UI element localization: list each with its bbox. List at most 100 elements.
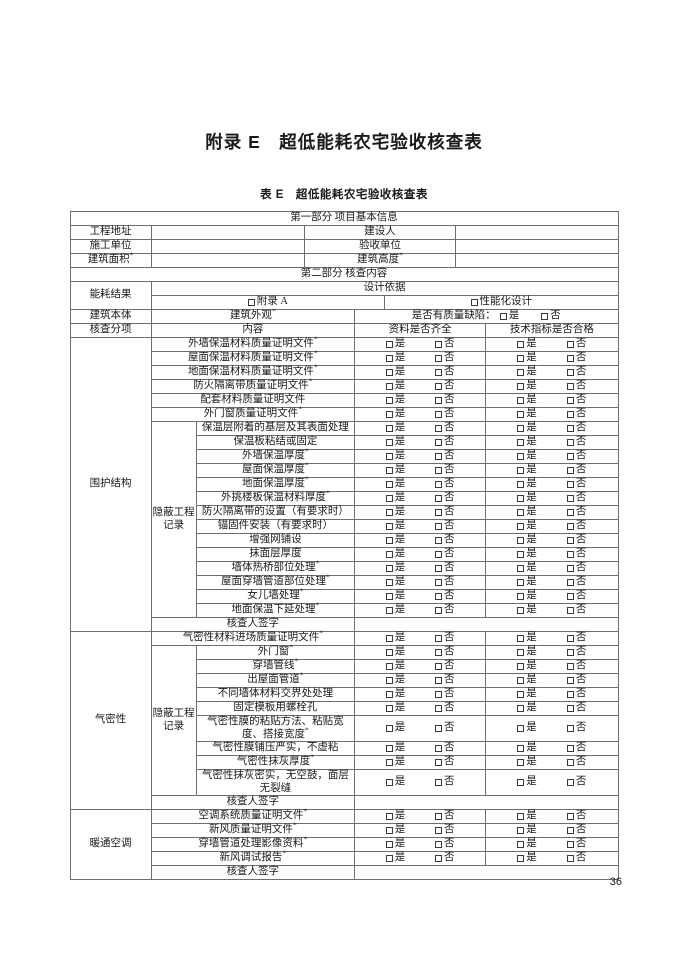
- checkbox-no[interactable]: 否: [566, 534, 586, 547]
- checkbox-no[interactable]: 否: [566, 394, 586, 407]
- checkbox-yes[interactable]: 是: [517, 646, 537, 659]
- checkbox-no[interactable]: 否: [434, 380, 454, 393]
- checkbox-yes[interactable]: 是: [385, 810, 405, 823]
- checkbox-no[interactable]: 否: [566, 548, 586, 561]
- checkbox-no[interactable]: 否: [434, 366, 454, 379]
- checkbox-yes[interactable]: 是: [385, 492, 405, 505]
- checkbox-yes[interactable]: 是: [385, 408, 405, 421]
- checkbox-no[interactable]: 否: [434, 436, 454, 449]
- checkbox-yes[interactable]: 是: [385, 838, 405, 851]
- checkbox-yes[interactable]: 是: [517, 394, 537, 407]
- checkbox-no[interactable]: 否: [434, 492, 454, 505]
- checkbox-no[interactable]: 否: [566, 702, 586, 715]
- checkbox-no[interactable]: 否: [566, 366, 586, 379]
- checkbox-yes[interactable]: 是: [517, 562, 537, 575]
- checkbox-yes[interactable]: 是: [385, 478, 405, 491]
- checkbox-no[interactable]: 否: [434, 548, 454, 561]
- checkbox-no[interactable]: 否: [566, 436, 586, 449]
- checkbox-yes[interactable]: 是: [517, 450, 537, 463]
- checkbox-no[interactable]: 否: [566, 838, 586, 851]
- checkbox-yes[interactable]: 是: [499, 310, 519, 323]
- checkbox-yes[interactable]: 是: [517, 492, 537, 505]
- checkbox-no[interactable]: 否: [566, 722, 586, 735]
- checkbox-no[interactable]: 否: [434, 534, 454, 547]
- checkbox-yes[interactable]: 是: [517, 366, 537, 379]
- checkbox-yes[interactable]: 是: [517, 478, 537, 491]
- checkbox-no[interactable]: 否: [434, 632, 454, 645]
- checkbox-no[interactable]: 否: [566, 590, 586, 603]
- checkbox-no[interactable]: 否: [434, 688, 454, 701]
- checkbox-yes[interactable]: 是: [517, 590, 537, 603]
- checkbox-no[interactable]: 否: [434, 450, 454, 463]
- checkbox-no[interactable]: 否: [566, 422, 586, 435]
- checkbox-yes[interactable]: 是: [517, 810, 537, 823]
- checkbox-performance-design[interactable]: 性能化设计: [470, 296, 532, 309]
- checkbox-yes[interactable]: 是: [385, 394, 405, 407]
- checkbox-yes[interactable]: 是: [385, 660, 405, 673]
- checkbox-yes[interactable]: 是: [385, 632, 405, 645]
- checkbox-no[interactable]: 否: [434, 742, 454, 755]
- checkbox-yes[interactable]: 是: [517, 576, 537, 589]
- checkbox-yes[interactable]: 是: [517, 436, 537, 449]
- checkbox-no[interactable]: 否: [434, 646, 454, 659]
- checkbox-no[interactable]: 否: [434, 408, 454, 421]
- checkbox-no[interactable]: 否: [566, 352, 586, 365]
- checkbox-yes[interactable]: 是: [517, 702, 537, 715]
- checkbox-yes[interactable]: 是: [517, 534, 537, 547]
- checkbox-no[interactable]: 否: [434, 576, 454, 589]
- checkbox-yes[interactable]: 是: [517, 520, 537, 533]
- checkbox-yes[interactable]: 是: [385, 520, 405, 533]
- checkbox-yes[interactable]: 是: [385, 534, 405, 547]
- checkbox-yes[interactable]: 是: [517, 776, 537, 789]
- checkbox-yes[interactable]: 是: [517, 380, 537, 393]
- checkbox-yes[interactable]: 是: [385, 646, 405, 659]
- checkbox-yes[interactable]: 是: [385, 722, 405, 735]
- checkbox-no[interactable]: 否: [434, 776, 454, 789]
- checkbox-yes[interactable]: 是: [385, 674, 405, 687]
- checkbox-no[interactable]: 否: [566, 852, 586, 865]
- checkbox-yes[interactable]: 是: [385, 776, 405, 789]
- checkbox-no[interactable]: 否: [566, 604, 586, 617]
- checkbox-yes[interactable]: 是: [385, 548, 405, 561]
- checkbox-no[interactable]: 否: [566, 688, 586, 701]
- checkbox-no[interactable]: 否: [566, 632, 586, 645]
- checkbox-no[interactable]: 否: [566, 562, 586, 575]
- checkbox-no[interactable]: 否: [434, 722, 454, 735]
- checkbox-yes[interactable]: 是: [517, 506, 537, 519]
- checkbox-no[interactable]: 否: [434, 810, 454, 823]
- checkbox-no[interactable]: 否: [434, 422, 454, 435]
- checkbox-no[interactable]: 否: [566, 660, 586, 673]
- checkbox-yes[interactable]: 是: [517, 824, 537, 837]
- checkbox-yes[interactable]: 是: [385, 576, 405, 589]
- checkbox-no[interactable]: 否: [434, 674, 454, 687]
- checkbox-yes[interactable]: 是: [385, 688, 405, 701]
- checkbox-no[interactable]: 否: [434, 756, 454, 769]
- checkbox-no[interactable]: 否: [434, 562, 454, 575]
- checkbox-no[interactable]: 否: [434, 352, 454, 365]
- checkbox-yes[interactable]: 是: [385, 422, 405, 435]
- checkbox-no[interactable]: 否: [434, 520, 454, 533]
- checkbox-appendix-a[interactable]: 附录 A: [247, 296, 288, 309]
- checkbox-yes[interactable]: 是: [517, 338, 537, 351]
- checkbox-yes[interactable]: 是: [385, 380, 405, 393]
- checkbox-yes[interactable]: 是: [385, 338, 405, 351]
- checkbox-yes[interactable]: 是: [517, 422, 537, 435]
- checkbox-yes[interactable]: 是: [517, 408, 537, 421]
- checkbox-no[interactable]: 否: [566, 576, 586, 589]
- checkbox-yes[interactable]: 是: [385, 562, 405, 575]
- checkbox-no[interactable]: 否: [566, 380, 586, 393]
- checkbox-no[interactable]: 否: [566, 810, 586, 823]
- checkbox-yes[interactable]: 是: [517, 352, 537, 365]
- checkbox-yes[interactable]: 是: [385, 366, 405, 379]
- checkbox-no[interactable]: 否: [566, 464, 586, 477]
- checkbox-no[interactable]: 否: [566, 776, 586, 789]
- checkbox-yes[interactable]: 是: [517, 660, 537, 673]
- checkbox-no[interactable]: 否: [566, 742, 586, 755]
- checkbox-yes[interactable]: 是: [385, 702, 405, 715]
- checkbox-yes[interactable]: 是: [517, 688, 537, 701]
- checkbox-no[interactable]: 否: [566, 506, 586, 519]
- checkbox-yes[interactable]: 是: [517, 604, 537, 617]
- checkbox-no[interactable]: 否: [566, 646, 586, 659]
- checkbox-no[interactable]: 否: [566, 492, 586, 505]
- checkbox-no[interactable]: 否: [566, 674, 586, 687]
